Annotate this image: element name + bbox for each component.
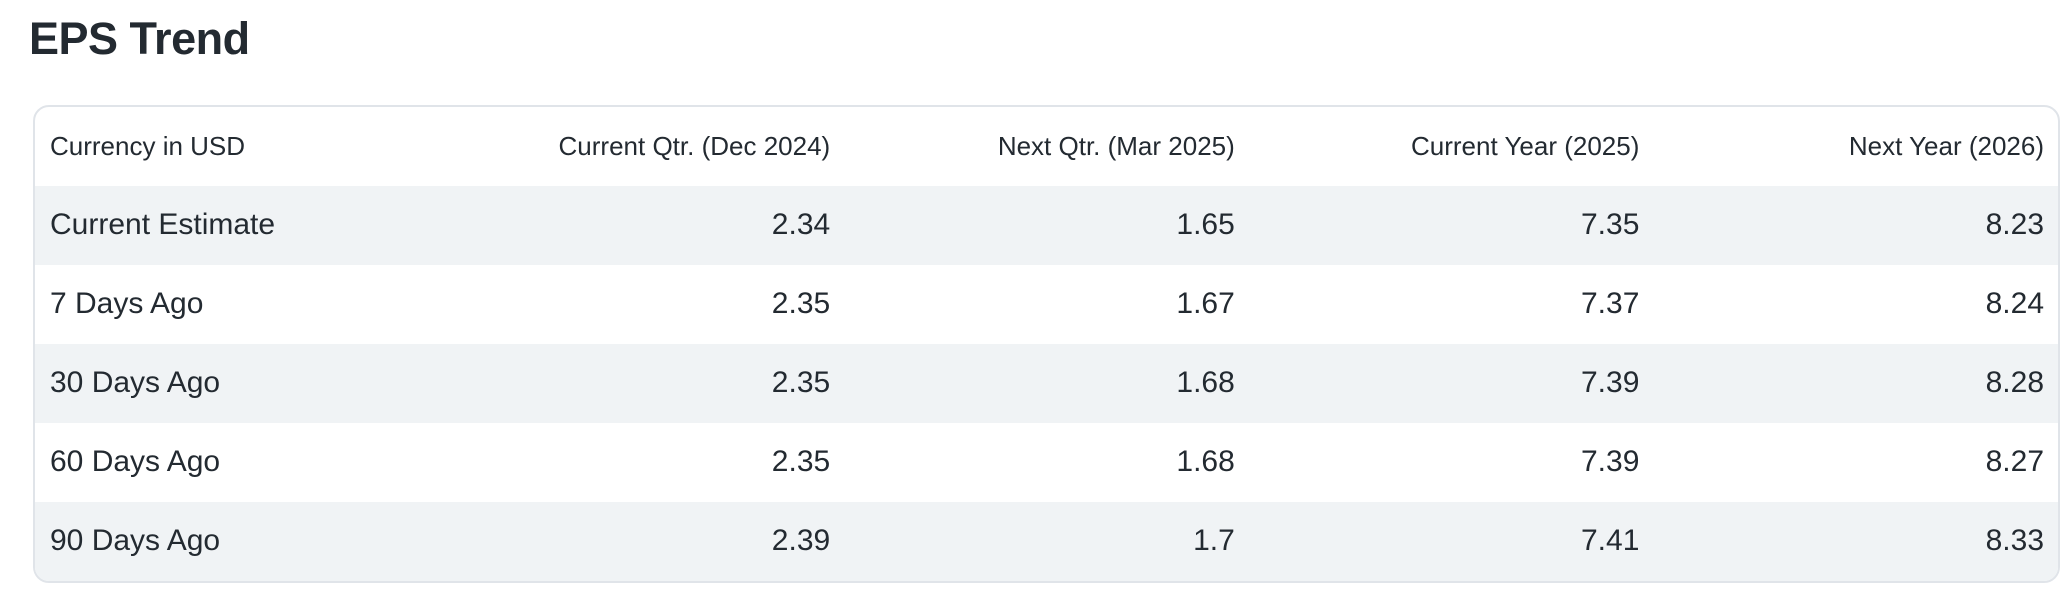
row-label: 60 Days Ago <box>50 445 221 478</box>
value-cell: 8.28 <box>1985 366 2044 399</box>
value-cell: 8.24 <box>1985 287 2044 320</box>
value-cell: 2.35 <box>771 445 831 478</box>
table-row-60-days-ago: 60 Days Ago 2.35 1.68 7.39 8.27 <box>35 422 2058 502</box>
table-header-row: Currency in USD Current Qtr. (Dec 2024) … <box>35 107 2058 186</box>
table-row-90-days-ago: 90 Days Ago 2.39 1.7 7.41 8.33 <box>35 501 2058 581</box>
value-cell: 8.23 <box>1985 208 2044 241</box>
value-cell: 2.39 <box>771 524 831 557</box>
value-cell: 7.37 <box>1580 287 1640 320</box>
row-label: 30 Days Ago <box>50 366 221 399</box>
row-label: 7 Days Ago <box>50 287 204 320</box>
value-cell: 2.35 <box>771 366 831 399</box>
column-header-next-year: Next Year (2026) <box>1848 130 2044 161</box>
row-label: 90 Days Ago <box>50 524 221 557</box>
page-title: EPS Trend <box>29 13 250 64</box>
column-header-current-year: Current Year (2025) <box>1411 130 1640 161</box>
row-label: Current Estimate <box>50 208 276 241</box>
value-cell: 1.68 <box>1176 366 1235 399</box>
value-cell: 1.68 <box>1176 445 1235 478</box>
value-cell: 2.35 <box>771 287 831 320</box>
value-cell: 1.7 <box>1193 524 1235 557</box>
value-cell: 7.39 <box>1580 445 1640 478</box>
eps-trend-table: Currency in USD Current Qtr. (Dec 2024) … <box>35 107 2058 581</box>
table-row-current-estimate: Current Estimate 2.34 1.65 7.35 8.23 <box>35 185 2058 265</box>
column-header-next-qtr: Next Qtr. (Mar 2025) <box>997 130 1235 161</box>
value-cell: 7.35 <box>1580 208 1640 241</box>
eps-trend-table-card: Currency in USD Current Qtr. (Dec 2024) … <box>33 104 2060 583</box>
column-header-currency: Currency in USD <box>50 130 246 161</box>
value-cell: 2.34 <box>771 208 831 241</box>
value-cell: 1.65 <box>1176 208 1235 241</box>
value-cell: 8.27 <box>1985 445 2044 478</box>
column-header-current-qtr: Current Qtr. (Dec 2024) <box>558 130 831 161</box>
value-cell: 1.67 <box>1176 287 1235 320</box>
value-cell: 7.41 <box>1580 524 1640 557</box>
table-row-7-days-ago: 7 Days Ago 2.35 1.67 7.37 8.24 <box>35 264 2058 344</box>
table-row-30-days-ago: 30 Days Ago 2.35 1.68 7.39 8.28 <box>35 343 2058 423</box>
value-cell: 8.33 <box>1985 524 2044 557</box>
value-cell: 7.39 <box>1580 366 1640 399</box>
